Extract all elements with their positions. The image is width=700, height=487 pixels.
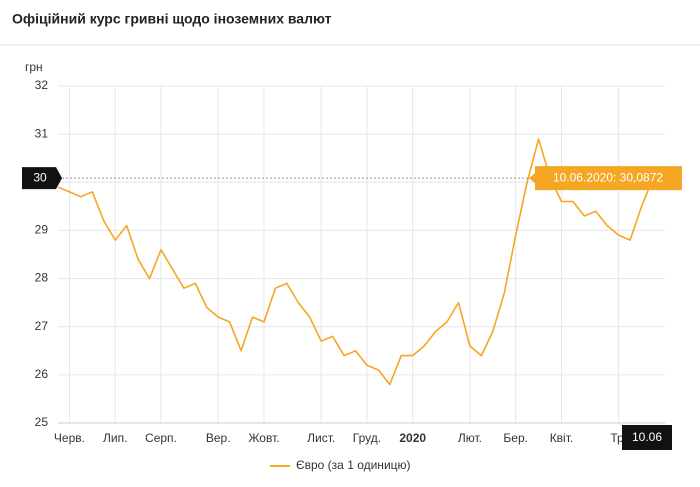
x-tick-label: Серп. [145, 431, 177, 445]
x-marker-box [622, 425, 672, 450]
y-tick-label: 25 [35, 415, 49, 429]
x-tick-label: Черв. [54, 431, 85, 445]
crosshair-label: 30 [33, 170, 47, 184]
y-tick-label: 26 [35, 367, 49, 381]
x-tick-label: Лют. [458, 431, 482, 445]
y-tick-label: 31 [35, 126, 49, 140]
y-tick-label: 28 [35, 271, 49, 285]
y-tick-label: 29 [35, 223, 49, 237]
x-marker-label: 10.06 [632, 430, 662, 444]
x-tick-label: 2020 [399, 431, 426, 445]
tooltip-text: 10.06.2020: 30,0872 [553, 170, 663, 184]
x-tick-label: Вер. [206, 431, 231, 445]
chart-title: Офіційний курс гривні щодо іноземних вал… [12, 11, 332, 27]
x-tick-label: Квіт. [550, 431, 574, 445]
tooltip-box [529, 166, 682, 191]
y-tick-label: 32 [35, 78, 49, 92]
y-unit: грн [25, 60, 43, 74]
x-tick-label: Бер. [503, 431, 528, 445]
x-tick-label: Лист. [307, 431, 335, 445]
x-tick-label: Груд. [353, 431, 381, 445]
legend-label: Євро (за 1 одиницю) [296, 458, 411, 472]
crosshair-box [22, 167, 62, 190]
x-tick-label: Жовт. [248, 431, 279, 445]
x-tick-label: Лип. [103, 431, 127, 445]
y-tick-label: 27 [35, 319, 49, 333]
